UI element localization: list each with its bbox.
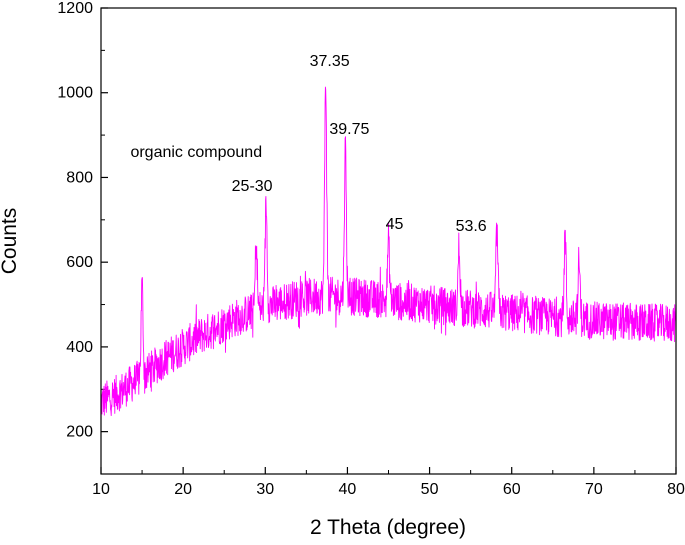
x-tick-label: 20: [174, 481, 192, 498]
peak-label: 45: [386, 216, 404, 233]
peak-label: 25-30: [232, 178, 273, 195]
x-tick-label: 60: [503, 481, 521, 498]
peak-label: 39.75: [329, 121, 369, 138]
x-tick-label: 80: [667, 481, 685, 498]
x-tick-label: 40: [339, 481, 357, 498]
y-tick-label: 1000: [57, 85, 93, 102]
y-tick-label: 400: [66, 339, 93, 356]
y-tick-label: 800: [66, 169, 93, 186]
y-tick-label: 600: [66, 254, 93, 271]
x-tick-label: 50: [421, 481, 439, 498]
series-line: [100, 86, 677, 417]
y-tick-label: 200: [66, 424, 93, 441]
plot-frame: [100, 7, 677, 475]
x-axis-ticks: 10 20 30 40 50 60 70 80: [92, 467, 685, 498]
y-axis-title: Counts: [0, 208, 21, 275]
peak-label: 53.6: [456, 218, 487, 235]
peak-label: 37.35: [310, 53, 350, 70]
peak-annotations: 37.35 39.75 organic compound 25-30 45 53.6: [130, 53, 486, 235]
x-axis-title: 2 Theta (degree): [310, 516, 466, 539]
y-axis-ticks: 200 400 600 800 1000 1200: [57, 0, 108, 475]
y-tick-label: 1200: [57, 0, 93, 17]
x-tick-label: 70: [585, 481, 603, 498]
x-tick-label: 30: [256, 481, 274, 498]
peak-label: organic compound: [130, 144, 262, 161]
x-tick-label: 10: [92, 481, 110, 498]
